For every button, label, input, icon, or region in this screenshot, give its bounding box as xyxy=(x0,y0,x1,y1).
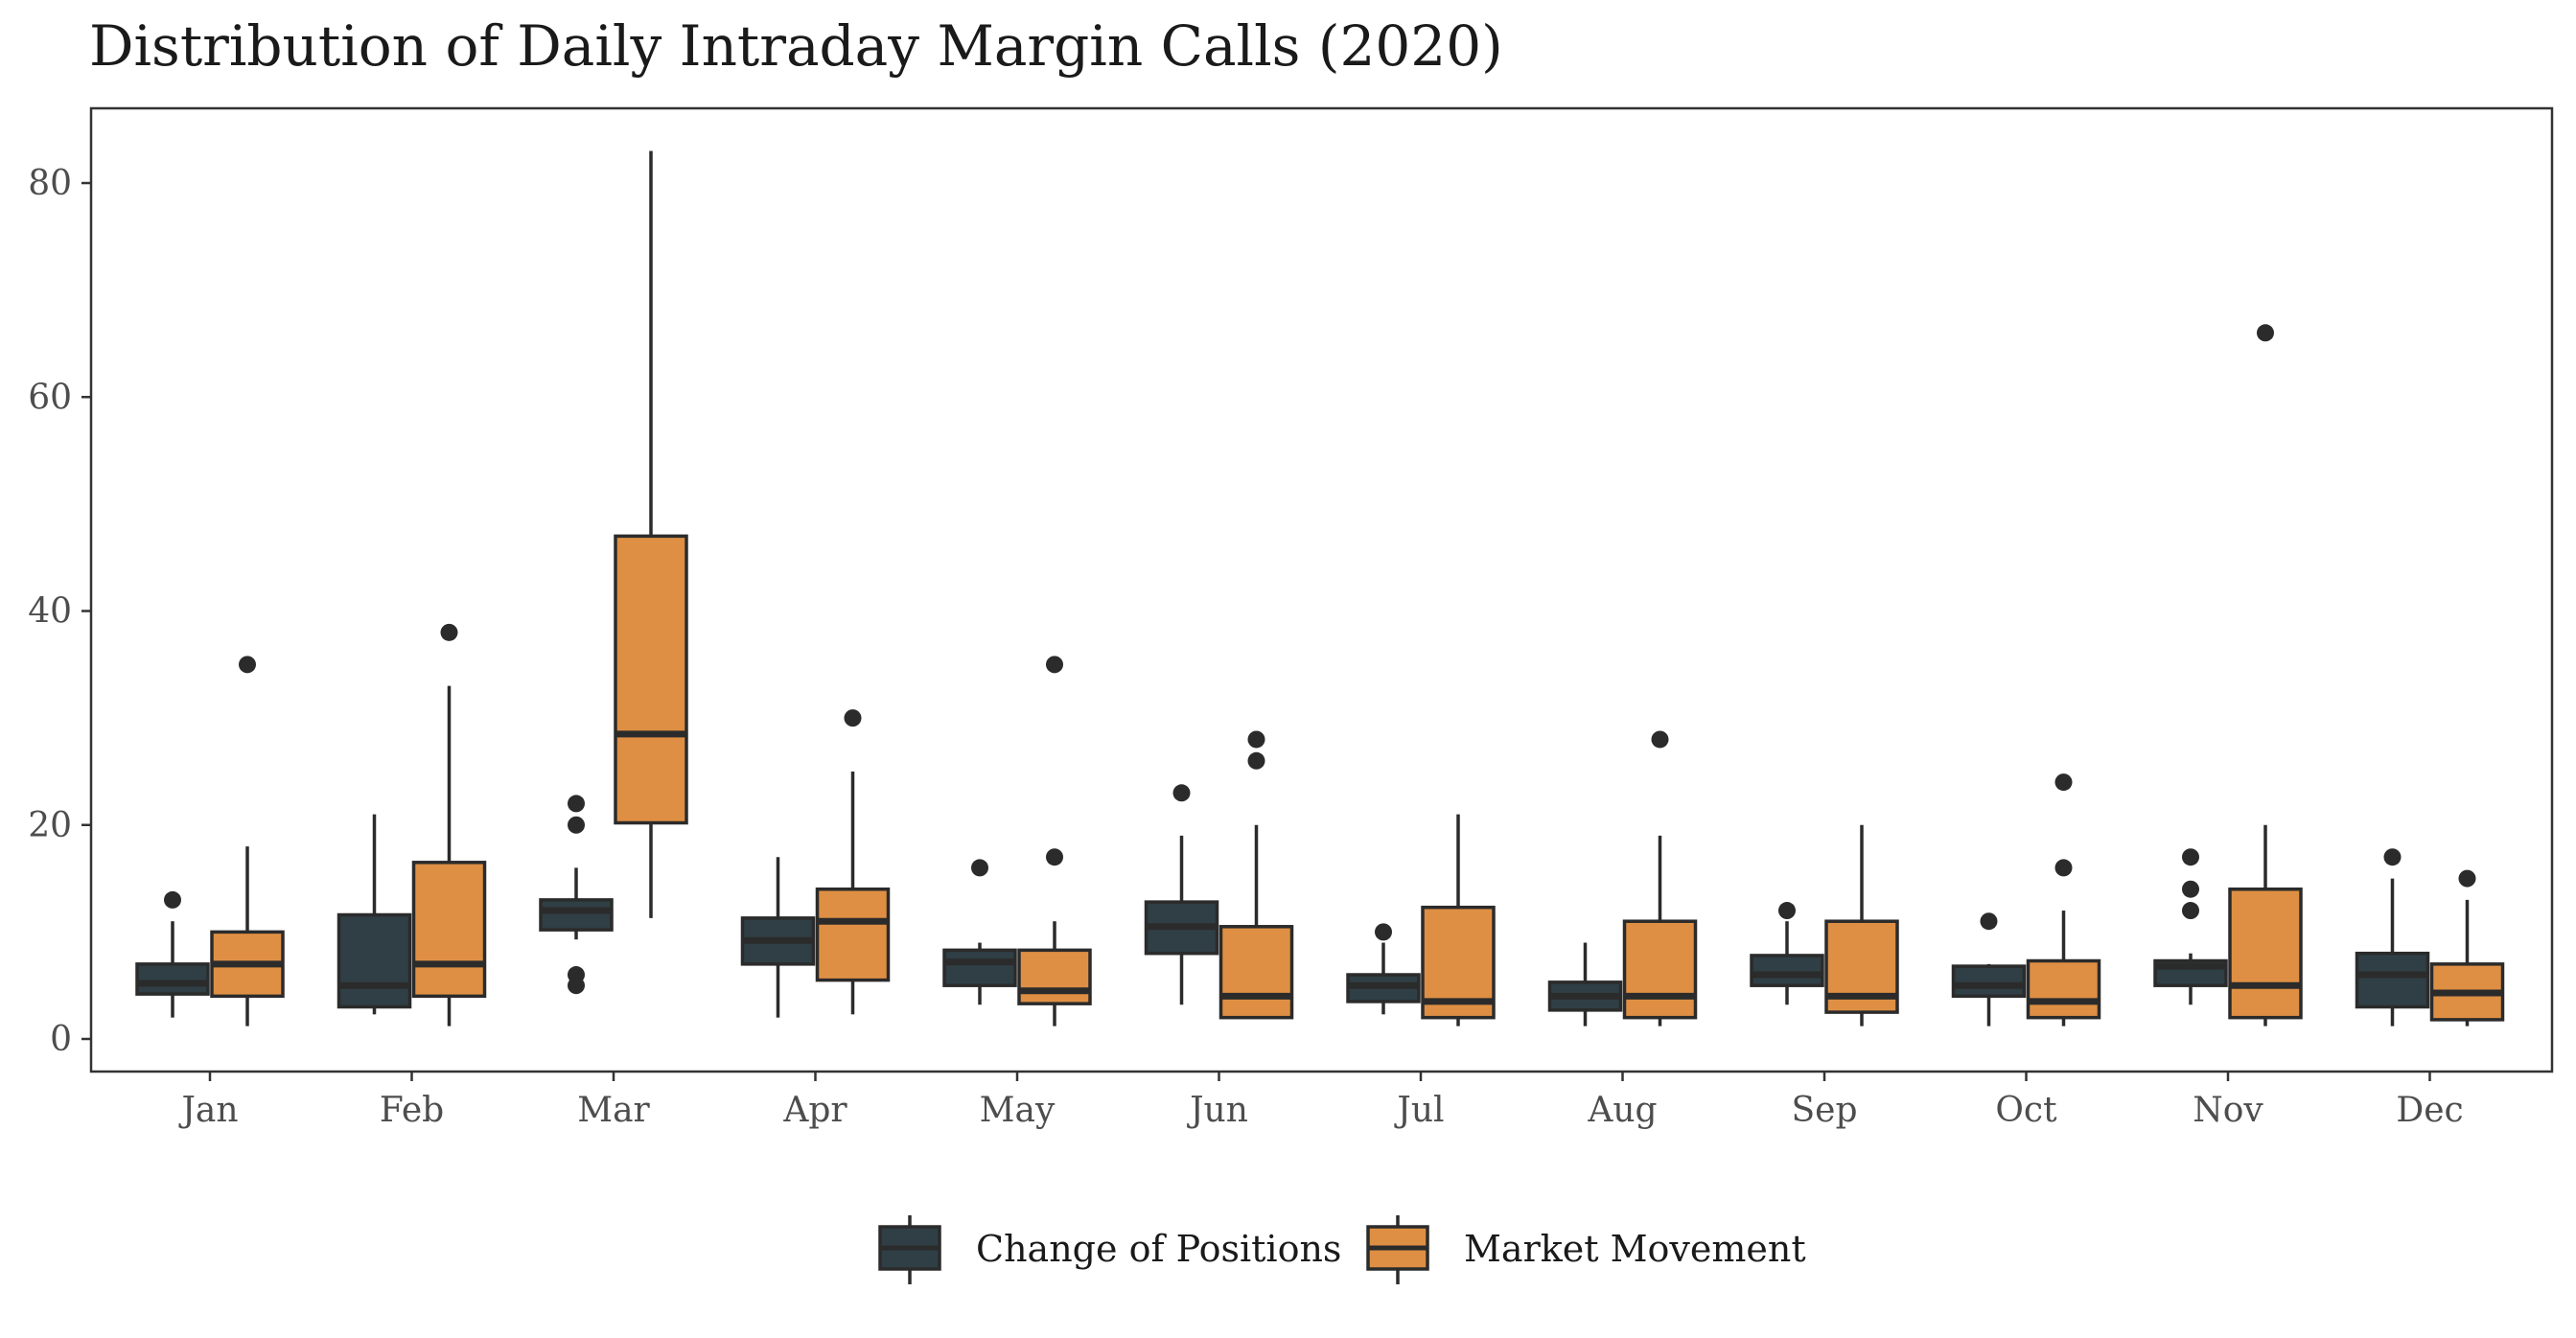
box-apr-market-movement xyxy=(815,709,891,1015)
legend-key-market-movement xyxy=(1366,1215,1429,1284)
box-sep-market-movement xyxy=(1824,824,1899,1027)
iqr-box xyxy=(2355,951,2430,1009)
outlier-point xyxy=(1172,784,1191,802)
iqr-box xyxy=(2228,887,2303,1020)
box-mar-change-of-positions xyxy=(539,795,614,995)
outlier-point xyxy=(568,816,585,834)
x-tick-label: Dec xyxy=(2396,1091,2463,1130)
box-dec-change-of-positions xyxy=(2355,848,2430,1027)
chart-title: Distribution of Daily Intraday Margin Ca… xyxy=(89,13,1503,79)
box-jul-change-of-positions xyxy=(1346,923,1421,1015)
outlier-point xyxy=(568,795,585,813)
outlier-point xyxy=(2383,848,2402,866)
outlier-point xyxy=(2182,902,2199,920)
outlier-point xyxy=(2458,869,2476,888)
outlier-point xyxy=(239,656,256,674)
box-jun-change-of-positions xyxy=(1144,784,1219,1005)
y-tick-label: 40 xyxy=(28,592,72,632)
box-may-change-of-positions xyxy=(942,859,1017,1005)
outlier-point xyxy=(440,623,458,641)
x-tick-label: Aug xyxy=(1587,1091,1657,1130)
box-oct-market-movement xyxy=(2026,773,2101,1027)
x-tick-label: Jun xyxy=(1186,1091,1248,1130)
outlier-point xyxy=(2054,773,2073,792)
outlier-point xyxy=(1980,912,1998,931)
iqr-box xyxy=(539,898,614,932)
outlier-point xyxy=(164,890,181,909)
iqr-box xyxy=(1951,964,2027,999)
iqr-box xyxy=(1750,954,1824,987)
iqr-box xyxy=(815,887,891,982)
outlier-point xyxy=(1247,730,1265,749)
box-sep-change-of-positions xyxy=(1750,902,1824,1005)
box-dec-market-movement xyxy=(2429,869,2505,1027)
iqr-box xyxy=(1218,925,1294,1020)
outlier-point xyxy=(1375,923,1392,941)
box-mar-market-movement xyxy=(614,150,688,918)
x-tick-label: Apr xyxy=(782,1091,847,1130)
iqr-box xyxy=(614,534,688,825)
outlier-point xyxy=(1046,848,1063,866)
outlier-point xyxy=(568,977,585,995)
x-tick-label: Mar xyxy=(577,1091,650,1130)
x-tick-label: Jan xyxy=(177,1091,238,1130)
x-tick-label: Sep xyxy=(1791,1091,1857,1130)
legend: Change of Positions Market Movement xyxy=(878,1215,1806,1284)
box-feb-market-movement xyxy=(411,623,487,1027)
box-jul-market-movement xyxy=(1421,814,1496,1027)
box-nov-market-movement xyxy=(2228,324,2303,1027)
y-tick-label: 60 xyxy=(28,378,72,417)
legend-label: Market Movement xyxy=(1464,1228,1806,1270)
plot-panel xyxy=(89,106,2554,1073)
outlier-point xyxy=(971,859,988,877)
x-tick-label: Feb xyxy=(380,1091,444,1130)
iqr-box xyxy=(1622,919,1698,1020)
outlier-point xyxy=(844,709,862,727)
legend-key-change-of-positions xyxy=(878,1215,941,1284)
legend-label: Change of Positions xyxy=(976,1228,1341,1270)
x-tick-label: Nov xyxy=(2193,1091,2263,1130)
outlier-point xyxy=(1651,730,1669,749)
outlier-point xyxy=(1247,751,1265,770)
outlier-point xyxy=(1046,656,1063,674)
iqr-box xyxy=(2026,958,2101,1020)
box-apr-change-of-positions xyxy=(740,857,816,1018)
box-jun-market-movement xyxy=(1218,730,1294,1020)
box-aug-market-movement xyxy=(1622,730,1698,1027)
x-tick-label: Oct xyxy=(1995,1091,2057,1130)
box-feb-change-of-positions xyxy=(337,814,412,1015)
y-tick-label: 80 xyxy=(28,164,72,203)
box-nov-change-of-positions xyxy=(2153,848,2228,1005)
iqr-box xyxy=(942,948,1017,987)
iqr-box xyxy=(135,962,210,996)
iqr-box xyxy=(411,861,487,999)
y-tick-label: 20 xyxy=(28,806,72,845)
outlier-point xyxy=(1778,902,1796,920)
box-oct-change-of-positions xyxy=(1951,912,2027,1027)
box-jan-change-of-positions xyxy=(135,890,210,1018)
x-tick-label: May xyxy=(980,1091,1056,1130)
box-may-market-movement xyxy=(1017,656,1092,1027)
outlier-point xyxy=(2182,848,2199,866)
outlier-point xyxy=(2054,859,2073,877)
box-jan-market-movement xyxy=(210,656,285,1027)
box-aug-change-of-positions xyxy=(1547,942,1623,1027)
x-tick-label: Jul xyxy=(1393,1091,1444,1130)
outlier-point xyxy=(2257,324,2274,342)
outlier-point xyxy=(2182,880,2199,898)
iqr-box xyxy=(337,912,412,1009)
y-tick-label: 0 xyxy=(50,1020,72,1059)
iqr-box xyxy=(1017,948,1092,1005)
